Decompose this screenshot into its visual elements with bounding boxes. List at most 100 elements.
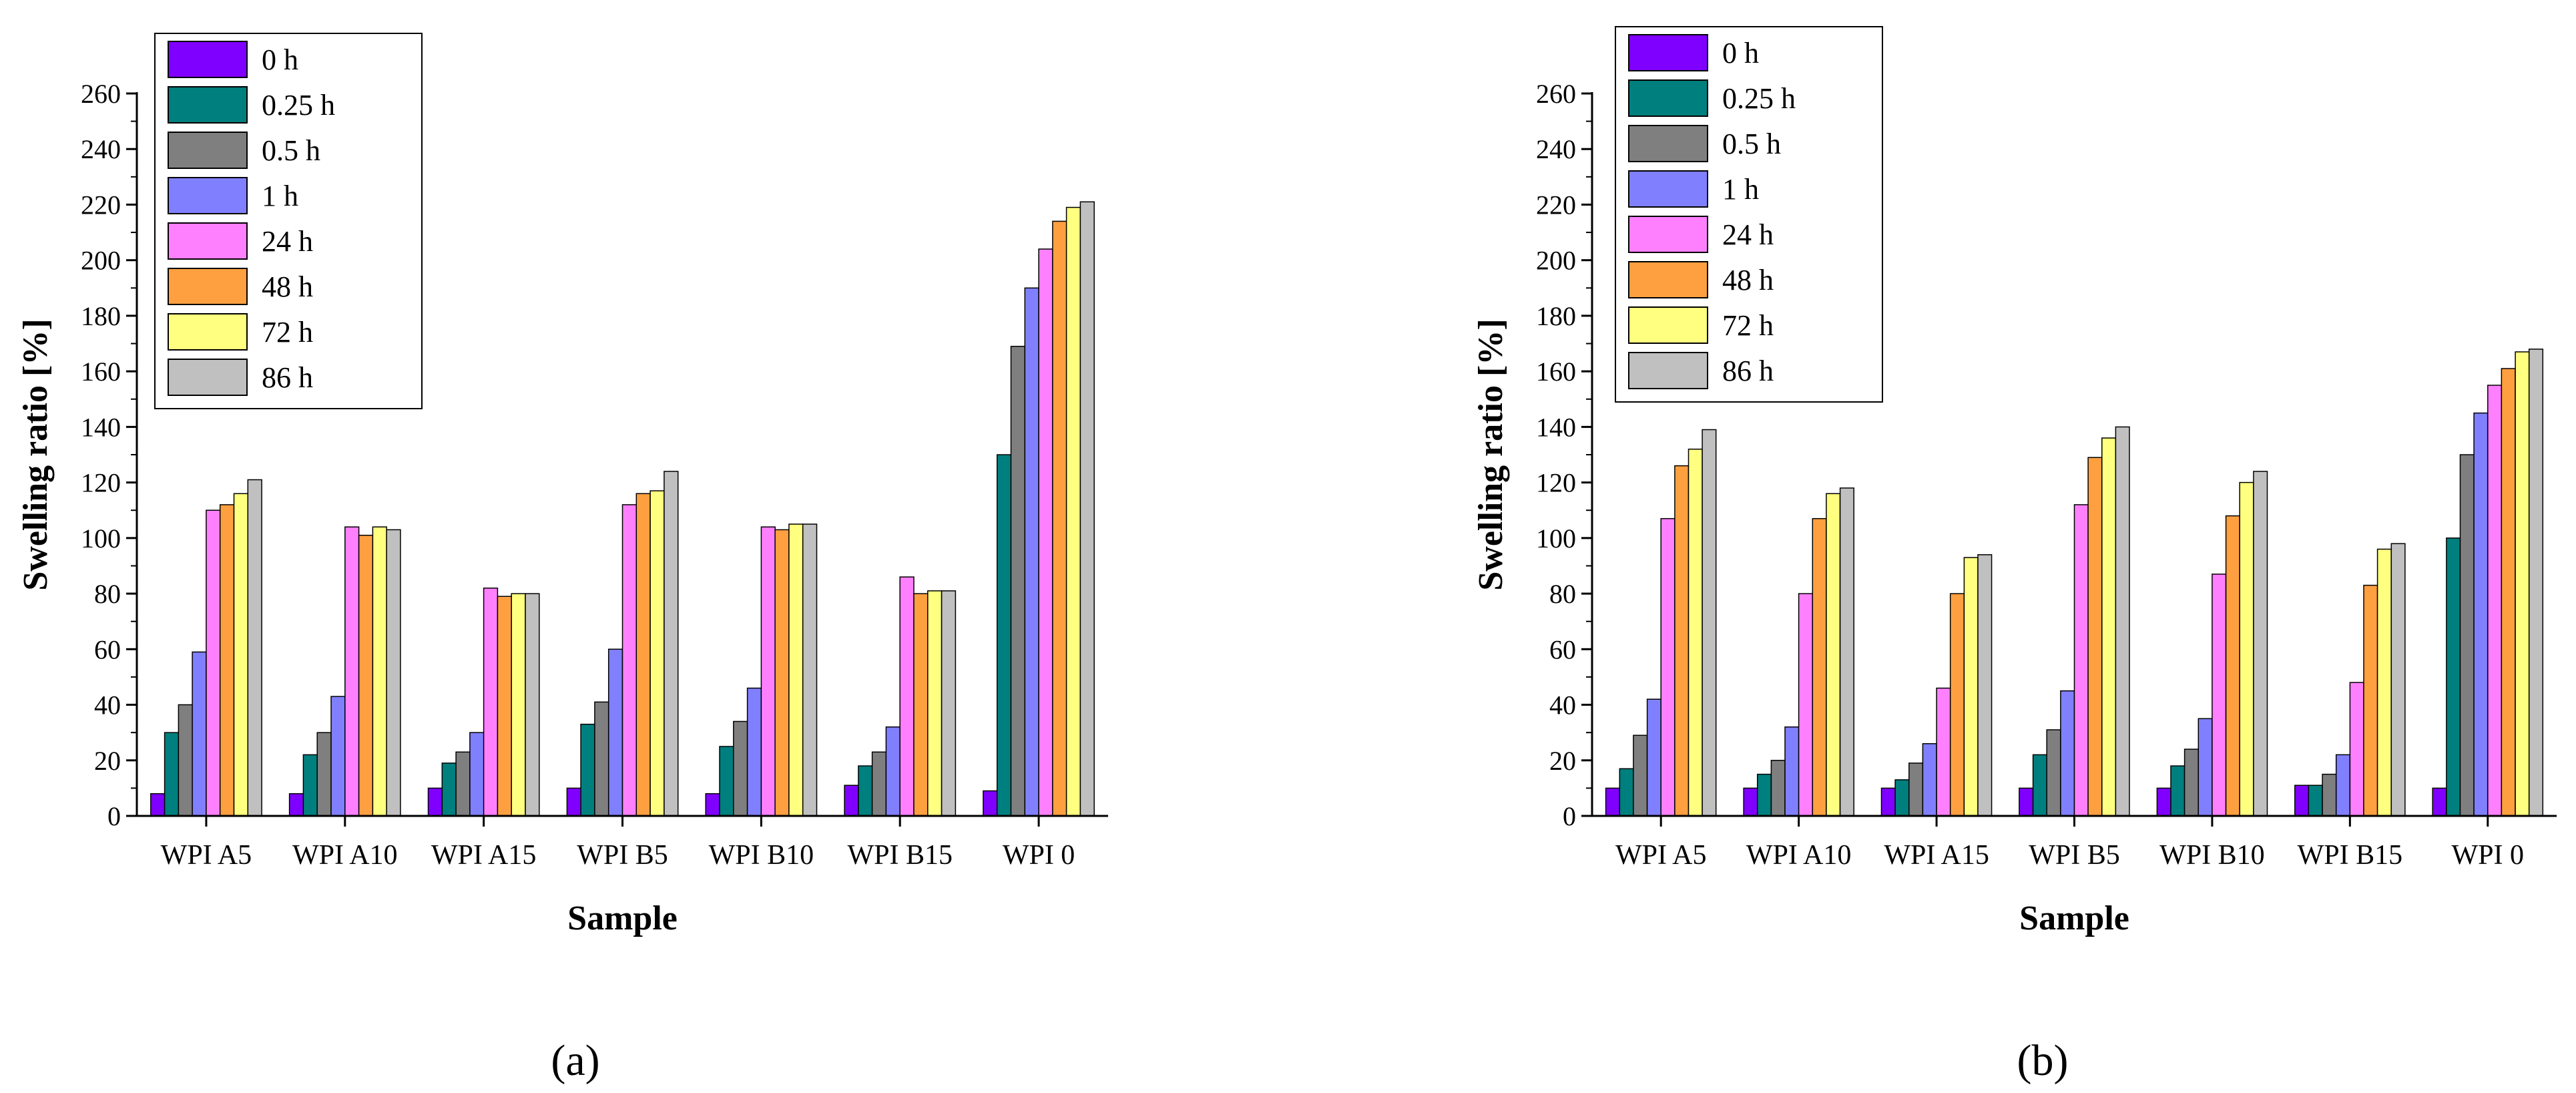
y-tick-label: 60 <box>1549 634 1576 664</box>
bar-wpi-a10-0-25-h <box>302 754 318 817</box>
bar-wpi-b10-24-h <box>760 526 776 817</box>
legend-swatch-86-h <box>168 359 248 396</box>
bar-wpi-0-0-25-h <box>2446 537 2461 817</box>
bar-wpi-a15-0-25-h <box>441 762 457 817</box>
x-tick-label: WPI B15 <box>847 840 953 871</box>
bar-wpi-b5-86-h <box>2115 426 2130 817</box>
y-tick-label: 140 <box>1536 412 1576 442</box>
bar-wpi-a10-0-h <box>1743 787 1758 817</box>
bar-wpi-a5-86-h <box>247 479 262 817</box>
bar-wpi-0-1-h <box>1024 287 1039 817</box>
bar-wpi-b15-72-h <box>927 590 943 817</box>
bar-wpi-a5-48-h <box>219 504 235 817</box>
y-tick-label: 100 <box>81 523 121 554</box>
bar-wpi-b10-0-h <box>2156 787 2171 817</box>
bar-wpi-a5-72-h <box>1688 448 1703 817</box>
bar-wpi-b15-1-h <box>2335 754 2351 817</box>
bar-wpi-b10-0-h <box>705 793 720 817</box>
legend-swatch-1-h <box>1628 170 1708 208</box>
x-tick-label: WPI A15 <box>1884 840 1989 871</box>
bars <box>1605 349 2544 817</box>
bar-wpi-b15-48-h <box>2363 584 2378 817</box>
bar-wpi-a10-0-5-h <box>1770 760 1786 817</box>
panel-a: 0 20 40 60 80 100 120 140 160 180 200 220 240 260 WPI … <box>17 33 1108 1085</box>
bar-wpi-a15-0-25-h <box>1894 779 1910 817</box>
panel-b: 0 20 40 60 80 100 120 140 160 180 200 220 240 260 WPI … <box>1472 26 2557 1085</box>
bar-wpi-b5-86-h <box>664 471 679 817</box>
legend-swatch-86-h <box>1628 352 1708 389</box>
bar-wpi-b10-72-h <box>788 523 804 817</box>
legend-label-24-h: 24 h <box>262 225 313 258</box>
y-tick-label: 180 <box>81 301 121 331</box>
y-tick-label: 0 <box>1563 801 1576 831</box>
x-tick-label: WPI B10 <box>709 840 814 871</box>
y-tick-label: 20 <box>1549 746 1576 776</box>
bar-wpi-a15-48-h <box>497 596 512 817</box>
bar-wpi-a5-0-25-h <box>1619 768 1634 817</box>
bar-wpi-a15-0-5-h <box>1908 762 1924 817</box>
legend-label-86-h: 86 h <box>262 361 313 394</box>
bar-wpi-b10-0-5-h <box>733 720 748 817</box>
bar-wpi-a10-86-h <box>386 529 401 817</box>
bar-wpi-0-0-25-h <box>996 454 1012 817</box>
bar-wpi-a10-24-h <box>1798 593 1813 817</box>
bar-wpi-0-72-h <box>1065 206 1081 817</box>
legend-label-86-h: 86 h <box>1722 355 1774 387</box>
y-axis-title: Swelling ratio [%] <box>1472 318 1510 590</box>
bar-wpi-a15-0-h <box>427 787 443 817</box>
bar-wpi-0-86-h <box>2528 349 2544 817</box>
bar-wpi-a5-0-25-h <box>164 732 180 817</box>
x-tick-label: WPI B15 <box>2298 840 2403 871</box>
x-tick-label: WPI B5 <box>2029 840 2120 871</box>
legend-swatch-48-h <box>168 268 248 305</box>
legend-label-48-h: 48 h <box>262 270 313 303</box>
bar-wpi-a15-24-h <box>1936 687 1951 817</box>
bar-wpi-b15-48-h <box>913 593 929 817</box>
bar-wpi-b15-1-h <box>885 726 900 817</box>
y-tick-label: 80 <box>1549 579 1576 609</box>
x-tick-label: WPI A10 <box>1746 840 1852 871</box>
bar-wpi-a5-0-5-h <box>178 704 193 817</box>
bar-wpi-a10-86-h <box>1839 487 1854 817</box>
y-tick-label: 20 <box>94 746 121 776</box>
y-tick-label: 140 <box>81 412 121 442</box>
bar-wpi-0-24-h <box>1038 248 1053 817</box>
bar-wpi-a5-24-h <box>206 509 221 817</box>
bar-wpi-b5-72-h <box>2101 437 2117 817</box>
bar-wpi-b5-1-h <box>607 648 623 817</box>
legend-label-24-h: 24 h <box>1722 218 1774 251</box>
legend-label-48-h: 48 h <box>1722 264 1774 296</box>
legend-swatch-1-h <box>168 177 248 214</box>
legend-label-0-25-h: 0.25 h <box>262 89 335 122</box>
bar-wpi-b5-48-h <box>635 493 651 817</box>
bar-wpi-b5-0-h <box>2019 787 2034 817</box>
x-axis-title: Sample <box>567 899 678 937</box>
bar-wpi-b10-86-h <box>2253 471 2268 817</box>
x-tick-label: WPI A10 <box>292 840 398 871</box>
bar-wpi-a10-48-h <box>358 534 374 817</box>
bar-wpi-b5-48-h <box>2087 457 2103 817</box>
y-tick-label: 240 <box>81 134 121 164</box>
y-tick-label: 160 <box>1536 357 1576 387</box>
x-tick-label: WPI A5 <box>161 840 252 871</box>
y-ticks: 0 20 40 60 80 100 120 140 160 180 200 220 240 260 <box>81 79 137 831</box>
bar-wpi-b10-48-h <box>774 529 790 817</box>
bar-wpi-a5-0-5-h <box>1633 734 1648 817</box>
y-tick-label: 40 <box>1549 690 1576 720</box>
bar-wpi-a15-1-h <box>1922 743 1937 817</box>
bar-wpi-a10-24-h <box>344 526 360 817</box>
x-tick-label: WPI A5 <box>1615 840 1707 871</box>
y-axis-title: Swelling ratio [%] <box>17 318 55 590</box>
legend-swatch-24-h <box>168 222 248 260</box>
bar-wpi-0-0-h <box>983 790 998 817</box>
legend-swatch-0-5-h <box>168 132 248 169</box>
bar-wpi-a10-1-h <box>330 696 346 817</box>
bar-wpi-a5-1-h <box>192 651 207 817</box>
legend-label-72-h: 72 h <box>1722 309 1774 342</box>
bar-wpi-a5-24-h <box>1660 517 1676 817</box>
bar-wpi-b10-1-h <box>2198 718 2213 817</box>
bar-wpi-a15-0-5-h <box>455 751 471 817</box>
legend-swatch-24-h <box>1628 216 1708 253</box>
bar-wpi-a5-0-h <box>150 793 166 817</box>
